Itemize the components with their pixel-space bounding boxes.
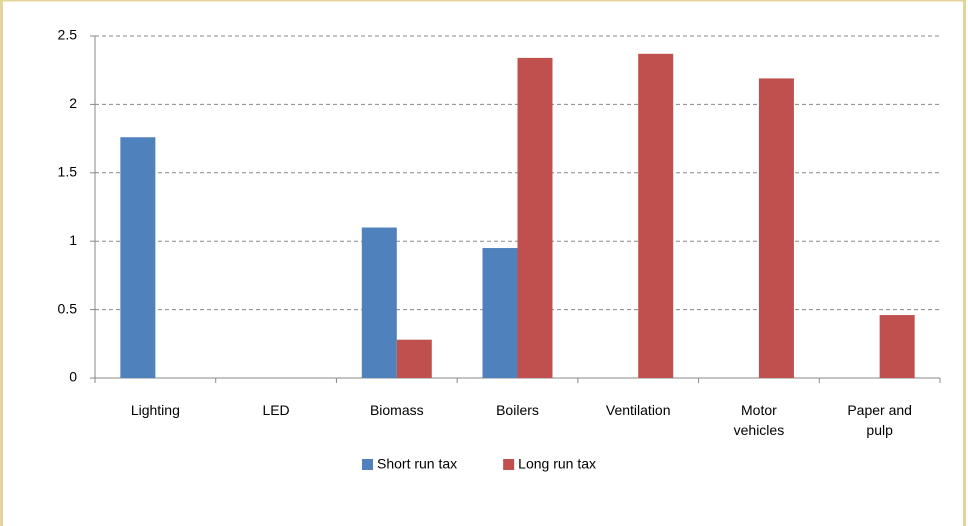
bar — [517, 57, 553, 378]
bar — [396, 339, 432, 378]
y-tick-label: 0 — [69, 369, 77, 385]
bar — [120, 137, 156, 378]
bar — [758, 78, 794, 379]
x-tick-label: Boilers — [496, 402, 539, 418]
legend-label: Short run tax — [377, 456, 457, 472]
y-tick-label: 1.5 — [58, 164, 78, 180]
y-tick-label: 2.5 — [58, 27, 78, 43]
bar — [879, 315, 915, 378]
y-tick-label: 0.5 — [58, 300, 78, 316]
x-tick-label: Lighting — [130, 402, 180, 418]
legend-swatch — [362, 459, 373, 470]
legend-swatch — [503, 459, 515, 470]
bar — [482, 248, 518, 378]
x-tick-label: LED — [262, 402, 290, 418]
y-tick-label: 2 — [69, 95, 77, 111]
y-tick-label: 1 — [69, 232, 77, 248]
bar — [638, 53, 674, 379]
x-tick-label: Biomass — [369, 402, 424, 418]
x-tick-label: Motor vehicles — [733, 402, 785, 438]
x-tick-label: Ventilation — [605, 402, 671, 418]
x-tick-label: Paper and pulp — [847, 402, 912, 438]
bar — [361, 227, 397, 378]
legend-label: Long run tax — [518, 456, 596, 472]
